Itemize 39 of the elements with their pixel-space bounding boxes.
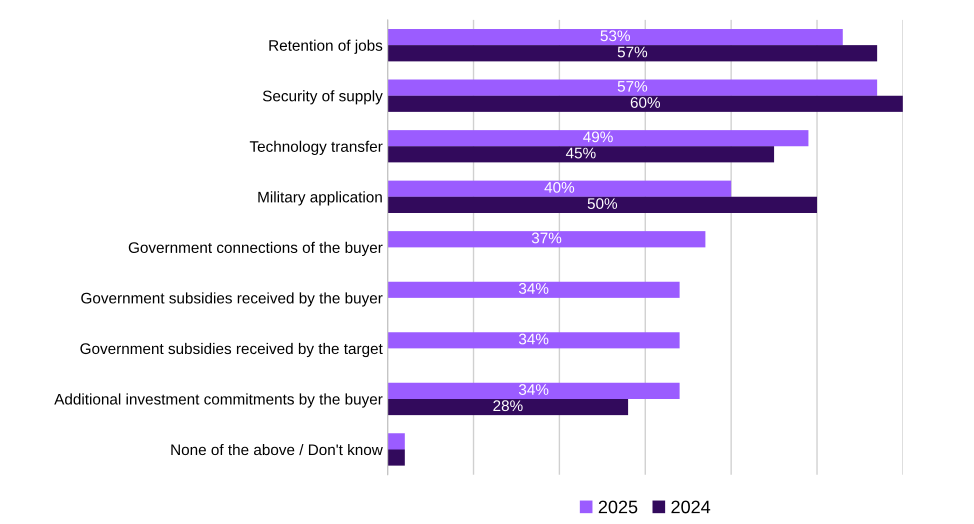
data-label: 34% [518, 334, 548, 344]
bar [388, 398, 628, 416]
legend-label: 2024 [671, 500, 710, 514]
y-tick-label: Government subsidies received by the target [80, 342, 383, 358]
data-label: 34% [518, 283, 548, 294]
data-label: 57% [618, 80, 648, 92]
data-label: 57% [618, 46, 648, 58]
data-label: 40% [544, 182, 574, 193]
y-tick-label: Government subsidies received by the buyer [81, 292, 383, 307]
data-label: 53% [600, 30, 630, 42]
bar [388, 382, 680, 399]
y-tick-label: Military application [258, 191, 382, 206]
bar [388, 282, 680, 298]
bar [388, 45, 878, 62]
bar [388, 231, 706, 248]
legend-label: 2025 [598, 500, 638, 514]
y-tick-label: Government connections of the buyer [128, 242, 383, 256]
data-label: 50% [588, 198, 618, 209]
data-label: 28% [493, 400, 523, 412]
data-label: 45% [566, 148, 596, 158]
data-label: 49% [583, 131, 613, 142]
bar [388, 180, 732, 197]
data-label: 34% [518, 384, 548, 395]
data-label: 60% [630, 97, 660, 108]
bar [388, 29, 843, 46]
bar [388, 433, 405, 450]
bar [388, 449, 405, 466]
y-tick-label: Technology transfer [250, 140, 383, 155]
y-tick-label: Security of supply [262, 90, 383, 104]
bar [388, 146, 774, 162]
data-label: 37% [532, 232, 562, 244]
bar [388, 196, 818, 213]
y-tick-label: None of the above / Don't know [171, 444, 383, 456]
bar [388, 332, 680, 348]
bar [388, 80, 878, 96]
y-tick-label: Additional investment commitments by the buyer [54, 393, 383, 408]
bar [388, 130, 808, 146]
bar [388, 96, 903, 112]
y-tick-label: Retention of jobs [269, 40, 382, 54]
